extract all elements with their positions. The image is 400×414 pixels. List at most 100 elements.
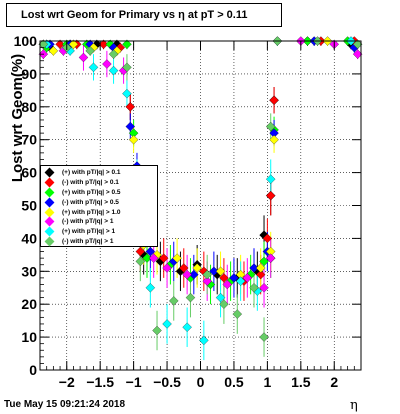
data-point [122, 62, 132, 73]
data-point [266, 174, 276, 184]
data-point [162, 263, 172, 273]
data-point [215, 266, 226, 277]
y-tick-label: 60 [21, 165, 37, 181]
legend-entry: (-) with pT/|q| > 1 [44, 216, 157, 227]
x-tick-label: 0.5 [224, 374, 244, 390]
legend-entry: (-) with pT/|q| > 0.5 [44, 197, 157, 208]
legend-entry: (+) with pT/|q| > 1 [44, 226, 157, 237]
y-tick-label: 100 [14, 33, 38, 49]
legend-entry: (+) with pT/|q| > 1.0 [44, 207, 157, 218]
legend-label: (-) with pT/|q| > 0.1 [62, 179, 119, 187]
data-point [159, 253, 169, 263]
legend-label: (+) with pT/|q| > 1.0 [62, 208, 121, 216]
legend-marker [44, 226, 55, 237]
y-tick-label: 0 [29, 362, 37, 378]
data-point [229, 273, 239, 283]
legend-marker [44, 207, 55, 218]
legend-label: (-) with pT/|q| > 0.5 [62, 198, 119, 206]
x-tick-label: −2 [59, 374, 75, 390]
data-point [235, 276, 246, 286]
y-tick-label: 70 [21, 132, 37, 148]
data-point [219, 299, 229, 309]
axis-ticks: −2 −1.5 −1 −0.5 0 0.5 1 1.5 20102030405060708090… [14, 33, 362, 390]
y-tick-label: 80 [21, 99, 37, 115]
data-point [269, 134, 279, 145]
data-point [185, 292, 196, 303]
data-point [169, 296, 179, 306]
data-point [182, 269, 192, 280]
timestamp-footer: Tue May 15 09:21:24 2018 [4, 399, 126, 410]
data-point [249, 263, 259, 273]
x-tick-label: 2 [330, 374, 338, 390]
legend-label: (+) with pT/|q| > 1 [62, 228, 116, 236]
data-point [125, 121, 135, 132]
data-point [78, 52, 89, 63]
data-point [148, 253, 159, 263]
legend-marker [44, 216, 55, 227]
data-point [108, 49, 119, 59]
legend-label: (-) with pT/|q| > 1 [62, 218, 114, 226]
y-tick-label: 40 [21, 230, 37, 246]
legend-entry: (-) with pT/|q| > 1 [44, 236, 157, 247]
data-point [85, 46, 95, 56]
legend-entry: (-) with pT/|q| > 0.1 [44, 177, 157, 188]
data-point [122, 39, 132, 50]
data-point [269, 95, 279, 105]
legend-marker [44, 177, 55, 188]
data-point [259, 332, 269, 342]
data-markers [38, 36, 363, 346]
legend-label: (-) with pT/|q| > 1 [62, 237, 114, 245]
y-tick-label: 20 [21, 296, 37, 312]
data-point [219, 273, 229, 283]
x-axis-label: η [350, 398, 358, 413]
data-point [222, 279, 232, 290]
legend-label: (+) with pT/|q| > 0.1 [62, 169, 121, 177]
data-point [249, 283, 259, 293]
data-point [142, 253, 152, 263]
data-point [266, 190, 276, 201]
data-point [262, 233, 273, 244]
data-point [259, 283, 269, 293]
data-point [162, 319, 172, 329]
chart-title-text: Lost wrt Geom for Primary vs η at pT > 0… [21, 9, 248, 21]
legend-marker [44, 187, 55, 198]
data-point [179, 263, 189, 273]
data-point [202, 276, 212, 286]
data-point [128, 134, 139, 145]
data-point [199, 335, 209, 346]
data-point [145, 246, 156, 257]
x-tick-label: −0.5 [153, 374, 181, 390]
x-tick-label: 1.5 [291, 374, 311, 390]
x-tick-label: −1 [126, 374, 142, 390]
y-tick-label: 50 [21, 198, 37, 214]
data-point [125, 102, 135, 112]
data-point [152, 325, 162, 336]
data-point [172, 253, 182, 263]
data-point [102, 59, 112, 69]
y-tick-label: 30 [21, 263, 37, 279]
y-tick-label: 10 [21, 329, 37, 345]
data-point [55, 39, 65, 50]
data-point [259, 256, 269, 267]
x-tick-label: 0 [197, 374, 205, 390]
data-point [88, 62, 99, 73]
legend-label: (+) with pT/|q| > 0.5 [62, 188, 121, 196]
data-point [202, 269, 212, 280]
data-point [108, 65, 119, 76]
chart-title: Lost wrt Geom for Primary vs η at pT > 0… [6, 3, 282, 27]
data-point [232, 309, 242, 319]
legend-entry: (+) with pT/|q| > 0.1 [44, 167, 157, 178]
legend: (+) with pT/|q| > 0.1 (-) with pT/|q| > 0… [40, 165, 158, 247]
data-point [135, 256, 146, 267]
y-tick-label: 90 [21, 66, 37, 82]
x-tick-label: −1.5 [86, 374, 114, 390]
y-axis-label: Lost wrt Geom(%) [9, 53, 26, 183]
data-point [266, 253, 276, 263]
data-point [135, 246, 146, 257]
data-point [68, 39, 79, 50]
data-point [189, 269, 199, 280]
data-point [215, 292, 226, 303]
data-point [209, 266, 219, 277]
legend-entry: (+) with pT/|q| > 0.5 [44, 187, 157, 198]
